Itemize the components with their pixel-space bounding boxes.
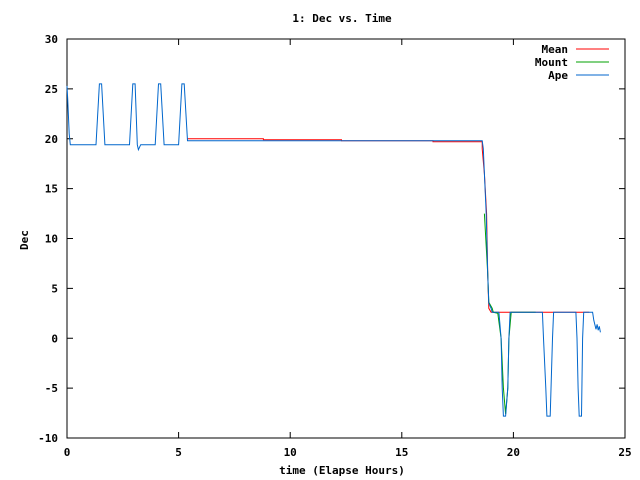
- x-tick-label: 0: [64, 446, 71, 459]
- series-line-ape: [66, 83, 601, 417]
- y-tick-label: 15: [45, 183, 58, 196]
- y-axis-label: Dec: [18, 230, 31, 250]
- axis-ticks: 0 5 10 15 20 25 -10 -5 0 5 10 15 20 25 30: [38, 33, 632, 459]
- plot-border: [66, 38, 626, 439]
- x-tick-label: 5: [175, 446, 182, 459]
- y-tick-label: 20: [45, 133, 58, 146]
- y-tick-label: 25: [45, 83, 58, 96]
- x-axis-label: time (Elapse Hours): [279, 464, 405, 477]
- y-tick-label: 0: [51, 332, 58, 345]
- x-tick-label: 25: [618, 446, 631, 459]
- legend-label-mean: Mean: [542, 43, 569, 56]
- legend-label-ape: Ape: [548, 69, 568, 82]
- y-tick-label: 30: [45, 33, 58, 46]
- series-layer: [66, 83, 601, 417]
- chart-title: 1: Dec vs. Time: [292, 12, 392, 25]
- y-tick-label: 10: [45, 233, 58, 246]
- x-tick-label: 20: [507, 446, 520, 459]
- y-tick-label: -5: [45, 382, 58, 395]
- legend-label-mount: Mount: [535, 56, 568, 69]
- x-tick-label: 10: [284, 446, 297, 459]
- x-tick-label: 15: [395, 446, 408, 459]
- series-line-mean: [187, 138, 590, 313]
- plot-frame: [66, 38, 626, 439]
- y-tick-label: -10: [38, 432, 58, 445]
- y-tick-label: 5: [51, 282, 58, 295]
